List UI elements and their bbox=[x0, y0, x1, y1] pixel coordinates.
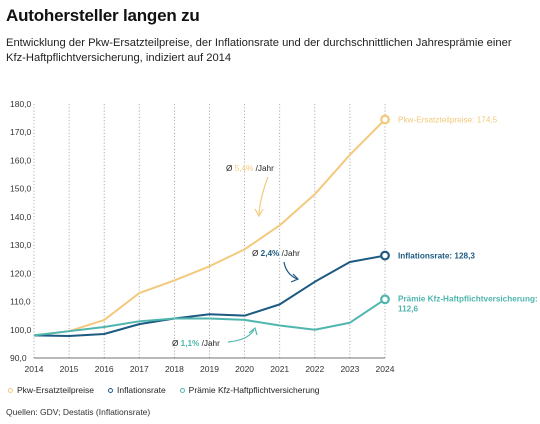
annotation-inflation: Ø 2,4% /Jahr bbox=[252, 249, 300, 258]
y-tick-label: 170,0 bbox=[10, 127, 32, 137]
legend-label: Pkw-Ersatzteilpreise bbox=[17, 385, 94, 395]
legend-marker bbox=[179, 387, 185, 393]
y-tick-label: 140,0 bbox=[10, 212, 32, 222]
annotation-praemie: Ø 1,1% /Jahr bbox=[172, 339, 220, 348]
end-label-inflation: Inflationsrate: 128,3 bbox=[398, 252, 475, 261]
x-tick-label: 2015 bbox=[60, 364, 79, 374]
legend-item-inflation: Inflationsrate bbox=[108, 385, 166, 395]
source-note: Quellen: GDV; Destatis (Inflationsrate) bbox=[6, 407, 151, 417]
series-lines bbox=[33, 114, 390, 337]
annotation-arrow-ersatzteile bbox=[258, 176, 269, 215]
y-tick-label: 150,0 bbox=[10, 184, 32, 194]
legend-label: Prämie Kfz-Haftpflichtversicherung bbox=[188, 385, 320, 395]
chart-title: Autohersteller langen zu bbox=[6, 6, 200, 25]
x-tick-label: 2022 bbox=[305, 364, 324, 374]
grid bbox=[33, 104, 386, 359]
end-label-ersatzteile: Pkw-Ersatzteilpreise: 174,5 bbox=[398, 116, 498, 125]
y-tick-label: 130,0 bbox=[10, 240, 32, 250]
legend-item-praemie: Prämie Kfz-Haftpflichtversicherung bbox=[179, 385, 320, 395]
end-label-praemie: Prämie Kfz-Haftpflichtversicherung: bbox=[398, 294, 538, 303]
y-tick-label: 90,0 bbox=[10, 353, 27, 363]
y-tick-label: 160,0 bbox=[10, 155, 32, 165]
y-axis: 90,0 100,0 110,0 120,0 130,0 140,0 150,0 160,0 1… bbox=[10, 99, 32, 363]
x-tick-label: 2016 bbox=[95, 364, 114, 374]
series-line-0 bbox=[33, 118, 386, 337]
annotation-arrowhead-inflation bbox=[290, 273, 300, 283]
x-axis: 2014 2015 2016 2017 2018 2019 2020 2021 2022 2023… bbox=[25, 364, 395, 374]
end-marker-1 bbox=[380, 250, 390, 261]
x-tick-label: 2017 bbox=[130, 364, 149, 374]
y-tick-label: 110,0 bbox=[10, 297, 31, 307]
x-tick-label: 2018 bbox=[165, 364, 184, 374]
annotation-ersatzteile: Ø 5,4% /Jahr bbox=[226, 164, 274, 173]
y-tick-label: 120,0 bbox=[10, 268, 32, 278]
annotation-arrowhead-praemie bbox=[248, 326, 258, 336]
legend-marker bbox=[8, 387, 13, 393]
y-tick-label: 180,0 bbox=[10, 99, 32, 109]
end-marker-2 bbox=[380, 294, 390, 305]
x-tick-label: 2021 bbox=[270, 364, 289, 374]
chart-subtitle: Entwicklung der Pkw-Ersatzteilpreise, de… bbox=[6, 37, 512, 64]
annotation-arrowhead-ersatzteile bbox=[254, 208, 264, 218]
annotation-arrow-praemie bbox=[227, 329, 255, 343]
end-marker-0 bbox=[380, 114, 390, 125]
x-tick-label: 2014 bbox=[25, 364, 44, 374]
x-tick-label: 2023 bbox=[340, 364, 359, 374]
legend-label: Inflationsrate bbox=[117, 385, 166, 395]
legend-item-ersatzteile: Pkw-Ersatzteilpreise bbox=[8, 385, 94, 395]
series-line-1 bbox=[33, 254, 386, 337]
legend: Pkw-Ersatzteilpreise Inflationsrate Präm… bbox=[8, 385, 320, 395]
legend-marker bbox=[108, 387, 113, 393]
annotations: Pkw-Ersatzteilpreise: 174,5 Inflationsrat… bbox=[172, 116, 538, 348]
series-line-2 bbox=[33, 298, 386, 337]
y-tick-label: 100,0 bbox=[10, 325, 32, 335]
x-tick-label: 2020 bbox=[235, 364, 254, 374]
x-tick-label: 2024 bbox=[376, 364, 395, 374]
x-tick-label: 2019 bbox=[200, 364, 219, 374]
annotation-arrow-inflation bbox=[283, 261, 298, 280]
end-label-praemie-value: 112,6 bbox=[398, 304, 418, 313]
